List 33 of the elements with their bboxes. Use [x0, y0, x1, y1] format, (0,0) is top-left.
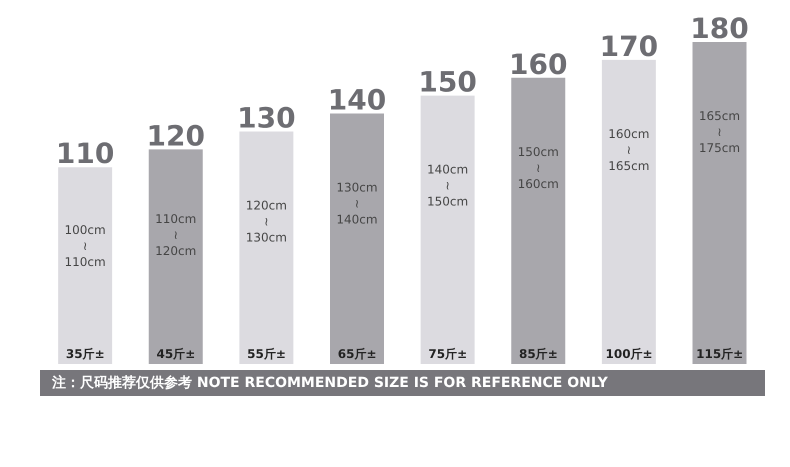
- data-label: 130: [237, 101, 296, 134]
- annotation: 150cm ≀ 160cm: [518, 144, 559, 191]
- bar: [511, 78, 566, 364]
- annotation: 165cm ≀ 175cm: [698, 109, 740, 155]
- x-tick-label: 55斤±: [247, 347, 286, 361]
- bar: [420, 96, 475, 364]
- x-tick-label: 75斤±: [428, 347, 468, 361]
- x-tick-label: 100斤±: [606, 347, 653, 361]
- bar: [692, 42, 746, 364]
- x-tick-label: 45斤±: [156, 347, 196, 361]
- annotation: 100cm ≀ 110cm: [64, 222, 106, 269]
- annotation: 160cm ≀ 165cm: [608, 126, 650, 173]
- bar: [148, 149, 203, 364]
- data-label: 140: [328, 84, 386, 117]
- data-label: 180: [690, 12, 749, 45]
- annotation: 140cm ≀ 150cm: [427, 162, 468, 209]
- bar: [239, 131, 294, 364]
- annotation: 110cm ≀ 120cm: [155, 212, 196, 258]
- bar: [330, 114, 384, 364]
- x-tick-label: 85斤±: [519, 347, 558, 361]
- x-tick-label: 65斤±: [338, 347, 377, 361]
- x-tick-label: 35斤±: [66, 347, 105, 361]
- annotation: 130cm ≀ 140cm: [336, 180, 378, 227]
- bar: [602, 60, 656, 364]
- data-label: 170: [600, 30, 658, 63]
- bar: [58, 167, 112, 364]
- data-label: 120: [146, 119, 205, 152]
- text: 注：尺码推荐仅供参考 NOTE RECOMMENDED SIZE IS FOR REFERENCE ONLY: [40, 370, 765, 396]
- data-label: 150: [418, 66, 477, 99]
- data-label: 160: [509, 48, 568, 81]
- x-tick-label: 115斤±: [696, 347, 744, 361]
- annotation: 120cm ≀ 130cm: [246, 198, 287, 244]
- data-label: 110: [56, 137, 114, 170]
